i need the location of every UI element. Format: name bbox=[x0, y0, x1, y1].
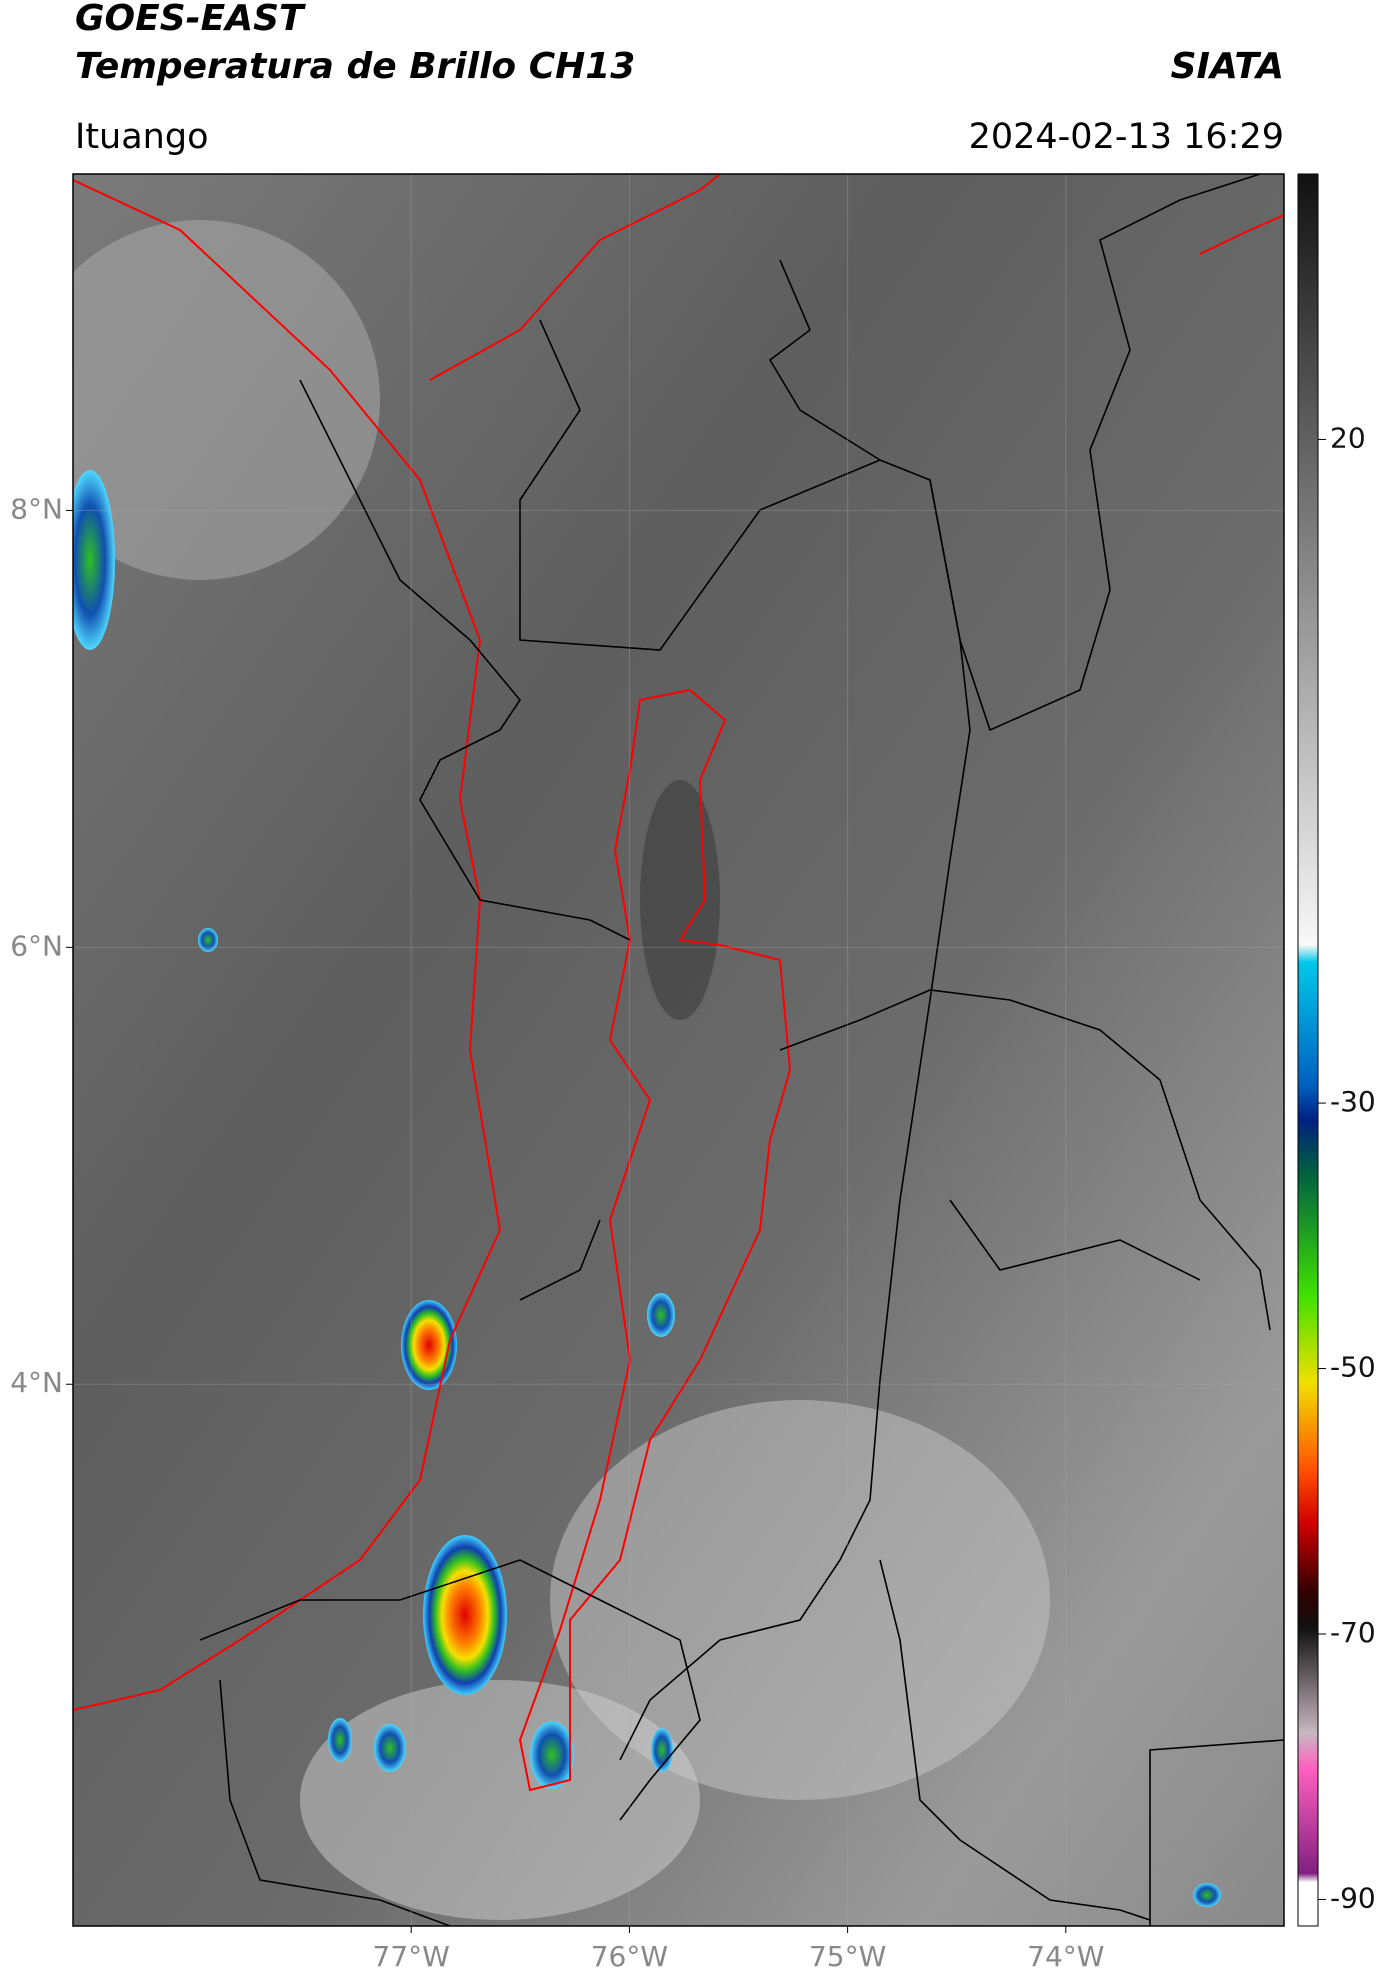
colorbar-label: -90 bbox=[1330, 1881, 1376, 1914]
y-tick-label: 6°N bbox=[10, 929, 63, 962]
grid bbox=[73, 174, 1284, 1926]
map-frame bbox=[72, 173, 1285, 1927]
x-tick-label: 76°W bbox=[591, 1940, 668, 1973]
colorbar-label: -70 bbox=[1330, 1616, 1376, 1649]
colorbar-label: -30 bbox=[1330, 1085, 1376, 1118]
x-tick-label: 75°W bbox=[809, 1940, 886, 1973]
datetime: 2024-02-13 16:29 bbox=[969, 117, 1284, 157]
y-tick-label: 4°N bbox=[10, 1366, 63, 1399]
brand: SIATA bbox=[1171, 46, 1284, 87]
y-tick-label: 8°N bbox=[10, 492, 63, 525]
title: GOES-EAST bbox=[75, 0, 306, 39]
x-tick-label: 74°W bbox=[1027, 1940, 1104, 1973]
colorbar bbox=[1297, 173, 1319, 1927]
x-tick-label: 77°W bbox=[373, 1940, 450, 1973]
map-image bbox=[73, 174, 1284, 1926]
colorbar-label: -50 bbox=[1330, 1351, 1376, 1384]
subtitle: Temperatura de Brillo CH13 bbox=[75, 46, 635, 87]
location: Ituango bbox=[75, 117, 209, 157]
colorbar-label: 20 bbox=[1330, 421, 1366, 454]
